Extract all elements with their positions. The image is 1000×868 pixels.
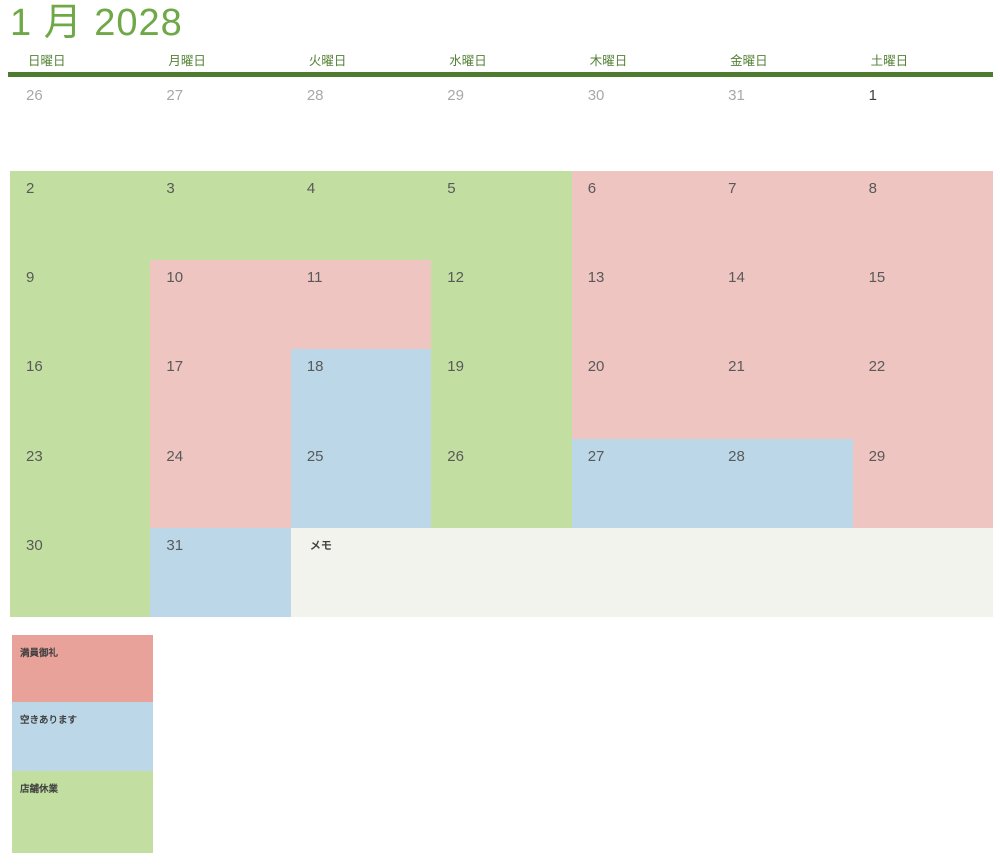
day-cell-23[interactable]: 23 [10,438,151,528]
weekday-header: 月曜日 [168,54,206,68]
day-number: 18 [306,358,324,376]
legend-item-closed: 店舗休業 [12,771,153,853]
day-cell-15[interactable]: 15 [852,260,993,350]
day-number: 5 [447,180,456,197]
day-cell-27[interactable]: 27 [571,438,713,528]
calendar-week: 23 24 25 26 27 28 29 [10,438,993,528]
day-number: 16 [26,358,43,376]
day-cell-26[interactable]: 26 [431,438,572,528]
day-number: 4 [306,180,316,197]
calendar-week: 9 10 11 12 13 14 15 [10,260,993,350]
day-cell-16[interactable]: 16 [10,349,151,439]
day-cell-28[interactable]: 28 [712,438,853,528]
day-number: 11 [306,269,323,287]
day-cell-9[interactable]: 9 [10,260,151,350]
day-cell-28[interactable]: 28 [306,87,324,104]
weekday-header: 金曜日 [730,54,768,68]
day-cell-1[interactable]: 1 [868,87,877,104]
day-cell-14[interactable]: 14 [712,260,853,350]
day-number: 19 [447,358,464,376]
day-cell-20[interactable]: 20 [571,349,713,439]
weekday-header: 土曜日 [870,54,909,68]
day-cell-11[interactable]: 11 [290,260,432,350]
page-title: 1 月 2028 [10,2,183,44]
day-cell-13[interactable]: 13 [571,260,713,350]
day-cell-10[interactable]: 10 [150,260,291,350]
day-number: 6 [587,180,597,197]
day-cell-4[interactable]: 4 [290,171,432,261]
day-cell-18[interactable]: 18 [290,349,432,439]
legend-label: 満員御礼 [20,648,59,659]
calendar-grid: 2 3 4 5 6 7 8 9 10 11 12 13 14 15 16 17 18 19 20 21 22 23 24 25… [10,171,993,617]
day-number: 21 [728,358,745,376]
day-number: 27 [587,447,605,465]
day-cell-29[interactable]: 29 [447,87,464,104]
day-number: 23 [26,447,43,465]
day-number: 14 [728,269,745,287]
day-cell-25[interactable]: 25 [290,438,432,528]
legend-label: 空きあります [20,715,78,726]
weekday-header-row: 日曜日 月曜日 火曜日 水曜日 木曜日 金曜日 土曜日 [10,52,993,70]
weekday-header: 火曜日 [308,54,347,68]
day-cell-24[interactable]: 24 [150,438,291,528]
day-cell-22[interactable]: 22 [852,349,993,439]
header-divider [8,72,993,77]
day-cell-19[interactable]: 19 [431,349,572,439]
weekday-header: 水曜日 [449,54,487,68]
day-cell-2[interactable]: 2 [10,171,151,261]
legend-item-open: 空きあります [12,702,153,771]
weekday-header: 日曜日 [28,54,66,68]
day-cell-5[interactable]: 5 [431,171,572,261]
day-number: 15 [868,269,886,287]
weekday-header: 木曜日 [589,54,628,68]
day-cell-17[interactable]: 17 [150,349,291,439]
day-cell-30[interactable]: 30 [587,87,605,104]
day-number: 2 [26,180,35,197]
day-number: 28 [728,447,745,465]
day-number: 13 [587,269,605,287]
calendar-week: 30 31 メモ [10,527,993,617]
day-number: 24 [166,447,184,465]
day-number: 9 [26,269,35,287]
memo-label: メモ [309,539,332,552]
day-number: 25 [306,447,324,465]
day-number: 31 [166,536,184,554]
day-cell-30[interactable]: 30 [10,527,151,617]
day-number: 12 [447,269,464,287]
legend: 満員御礼空きあります 店舗休業 [12,635,153,853]
calendar-leading-week: 26 27 28 29 30 31 1 [10,77,993,171]
day-cell-6[interactable]: 6 [571,171,713,261]
day-number: 7 [728,180,737,197]
day-number: 29 [868,447,886,465]
day-cell-27[interactable]: 27 [166,87,184,104]
day-cell-31[interactable]: 31 [728,87,745,104]
legend-label: 店舗休業 [20,784,59,795]
calendar-week: 16 17 18 19 20 21 22 [10,349,993,439]
day-number: 20 [587,358,605,376]
calendar-week: 2 3 4 5 6 7 8 [10,171,993,261]
day-cell-21[interactable]: 21 [712,349,853,439]
legend-item-full: 満員御礼 [12,635,153,702]
day-number: 8 [868,180,877,197]
day-cell-26[interactable]: 26 [26,87,43,104]
day-number: 10 [166,269,184,287]
day-cell-3[interactable]: 3 [150,171,291,261]
day-cell-31[interactable]: 31 [150,527,291,617]
day-number: 22 [868,358,886,376]
memo-area[interactable]: メモ [290,527,993,617]
day-cell-7[interactable]: 7 [712,171,853,261]
day-cell-8[interactable]: 8 [852,171,993,261]
day-number: 30 [26,536,43,554]
day-number: 26 [447,447,464,465]
day-cell-29[interactable]: 29 [852,438,993,528]
day-number: 3 [166,180,175,197]
day-number: 17 [166,358,184,376]
day-cell-12[interactable]: 12 [431,260,572,350]
